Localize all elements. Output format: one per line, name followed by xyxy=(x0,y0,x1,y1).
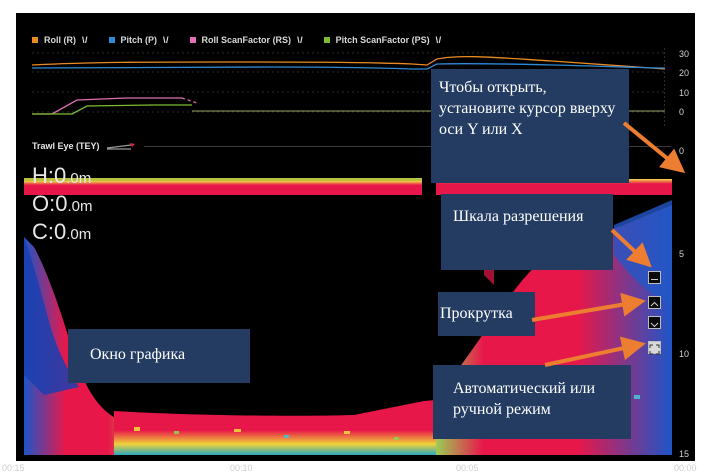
top-axis-0: 0 xyxy=(679,107,685,117)
scroll-up-button[interactable] xyxy=(648,296,661,309)
depth-axis-15: 15 xyxy=(679,449,690,459)
pitch-scanfactor-swatch xyxy=(323,37,330,43)
arrow-open xyxy=(622,121,686,174)
auto-manual-button[interactable] xyxy=(648,341,661,355)
opening-readout: O:0.0m xyxy=(32,193,92,218)
pitch-toggle-icon[interactable]: \ / xyxy=(163,35,168,45)
x-axis-0000: 00:00 xyxy=(674,463,697,473)
x-axis-0005: 00:05 xyxy=(456,463,479,473)
headrope-band-left xyxy=(24,181,422,195)
x-axis-0015: 00:15 xyxy=(2,463,25,473)
pitch-series xyxy=(32,62,665,70)
opening-unit: .0m xyxy=(67,198,93,215)
legend-pitch-label: Pitch (P) xyxy=(120,35,158,45)
legend-pitch[interactable]: Pitch (P) \ / xyxy=(108,35,168,45)
legend: Roll (R) \ / Pitch (P) \ / Roll ScanFact… xyxy=(32,33,441,47)
annotation-scroll: Прокрутка xyxy=(438,292,535,336)
roll-toggle-icon[interactable]: \ / xyxy=(82,35,87,45)
clearance-unit: .0m xyxy=(66,226,92,243)
top-axis-30: 30 xyxy=(679,49,690,59)
roll-scanfactor-swatch xyxy=(189,37,196,43)
annotation-window-text: Окно графика xyxy=(90,346,186,363)
annotation-window: Окно графика xyxy=(68,329,250,383)
annotation-mode: Автоматический или ручной режим xyxy=(433,365,631,439)
arrow-scroll xyxy=(531,292,646,322)
roll-scanfactor-toggle-icon[interactable]: \ / xyxy=(297,35,302,45)
pitch-swatch xyxy=(108,37,115,43)
trawl-eye-divider xyxy=(143,145,671,147)
pitch-scanfactor-toggle-icon[interactable]: \ / xyxy=(435,35,441,45)
echo-bottom xyxy=(114,400,436,455)
clearance-readout: C:0.0m xyxy=(32,221,91,246)
clearance-value: C:0 xyxy=(32,219,67,244)
trawl-icon xyxy=(106,143,135,150)
legend-pitch-scanfactor[interactable]: Pitch ScanFactor (PS) \ / xyxy=(323,35,441,45)
resolution-scale-button[interactable] xyxy=(648,271,661,284)
legend-roll-scanfactor[interactable]: Roll ScanFactor (RS) \ / xyxy=(189,35,302,45)
pitch-scanfactor-series xyxy=(32,104,192,115)
depth-axis-10: 10 xyxy=(679,349,690,359)
expand-icon xyxy=(649,344,660,355)
headrope-band-right xyxy=(436,179,672,195)
chevron-down-icon xyxy=(650,322,659,328)
arrow-mode xyxy=(544,336,646,367)
top-axis-20: 20 xyxy=(679,68,690,78)
roll-swatch xyxy=(32,37,38,43)
height-unit: .0m xyxy=(66,170,92,187)
annotation-open: Чтобы открыть, установите курсор вверху … xyxy=(431,69,629,183)
height-value: H:0 xyxy=(32,163,67,188)
legend-roll-label: Roll (R) xyxy=(44,35,76,45)
legend-roll-scanfactor-label: Roll ScanFactor (RS) xyxy=(201,35,292,45)
legend-pitch-scanfactor-label: Pitch ScanFactor (PS) xyxy=(335,35,430,45)
roll-scanfactor-dashed xyxy=(181,97,198,104)
annotation-scale: Шкала разрешения xyxy=(441,194,613,270)
annotation-scale-text: Шкала разрешения xyxy=(453,208,584,225)
roll-series xyxy=(32,55,665,70)
annotation-open-text: Чтобы открыть, установите курсор вверху … xyxy=(439,79,616,138)
annotation-mode-text: Автоматический или ручной режим xyxy=(453,380,596,418)
x-axis-0010: 00:10 xyxy=(230,463,253,473)
scroll-down-button[interactable] xyxy=(648,316,661,329)
height-readout: H:0.0m xyxy=(32,165,91,190)
sensor-plot xyxy=(32,48,665,126)
annotation-scroll-text: Прокрутка xyxy=(440,305,513,322)
top-axis-10: 10 xyxy=(679,88,690,98)
chevron-up-icon xyxy=(650,301,659,307)
trawl-eye-header: Trawl Eye (TEY) xyxy=(32,139,671,153)
legend-roll[interactable]: Roll (R) \ / xyxy=(32,35,87,45)
trawl-eye-title: Trawl Eye (TEY) xyxy=(32,141,100,151)
echo-left-wall xyxy=(24,237,144,455)
scale-icon xyxy=(651,279,658,280)
arrow-scale xyxy=(610,228,652,268)
opening-value: O:0 xyxy=(32,191,68,216)
depth-axis-5: 5 xyxy=(679,249,685,259)
